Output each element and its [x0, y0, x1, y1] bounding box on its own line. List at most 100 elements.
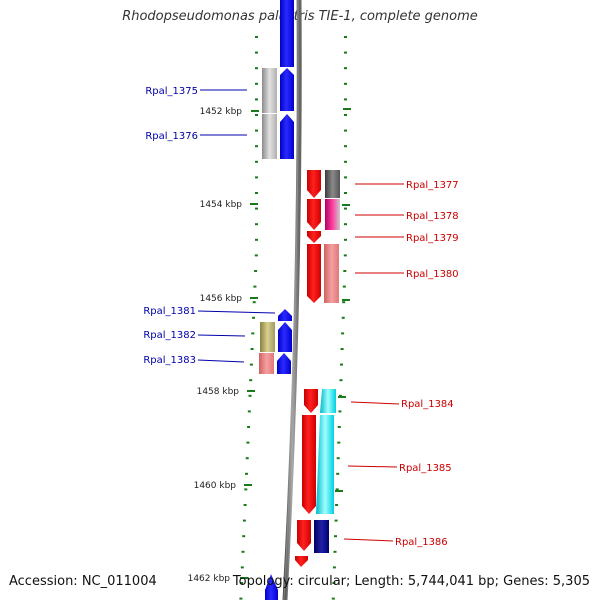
guide-dot: [255, 98, 258, 101]
guide-dot: [340, 363, 343, 366]
guide-dot: [250, 348, 254, 350]
guide-dot: [342, 301, 346, 304]
guide-dot: [255, 51, 258, 54]
guide-dot: [342, 285, 346, 288]
gene-arrow-rpal-1381[interactable]: [278, 309, 292, 321]
gene-label-rpal-1377[interactable]: Rpal_1377: [406, 180, 459, 191]
feature-block-rpal-1376: [262, 114, 277, 159]
guide-dot: [255, 129, 258, 132]
guide-dot: [344, 114, 347, 116]
guide-dot: [242, 519, 246, 522]
tick-marks: [240, 108, 351, 579]
gene-arrow-rpal-1377[interactable]: [307, 170, 321, 198]
guide-dot: [335, 488, 339, 491]
gene-label-rpal-1384[interactable]: Rpal_1384: [401, 399, 454, 410]
gene-arrow-partial[interactable]: [295, 556, 308, 567]
gene-label-rpal-1385[interactable]: Rpal_1385: [399, 463, 452, 474]
guide-dot: [255, 207, 258, 210]
tick-label: 1462 kbp: [188, 574, 231, 584]
gene-label-rpal-1378[interactable]: Rpal_1378: [406, 211, 459, 222]
guide-dot: [254, 270, 258, 272]
feature-block-rpal-1377: [325, 170, 340, 198]
gene-label-rpal-1376[interactable]: Rpal_1376: [145, 131, 198, 142]
guide-dot: [344, 129, 347, 132]
guide-dot: [344, 207, 347, 210]
gene-arrow-rpal-1375[interactable]: [280, 68, 294, 111]
gene-arrow-rpal-1386[interactable]: [297, 520, 311, 551]
feature-block-rpal-1380: [324, 244, 339, 303]
gene-arrow-rpal-1376[interactable]: [280, 114, 294, 159]
guide-dot: [332, 582, 336, 584]
gene-arrow-rpal-1382[interactable]: [278, 322, 292, 352]
guide-dot: [249, 379, 253, 382]
guide-dot: [251, 332, 255, 335]
right-dotted-guide: [331, 36, 347, 600]
gene-label-rpal-1382[interactable]: Rpal_1382: [143, 330, 196, 341]
guide-dot: [337, 441, 341, 444]
guide-dot: [255, 67, 258, 70]
feature-block-rpal-1383: [259, 353, 274, 374]
guide-dot: [344, 51, 347, 54]
guide-dot: [245, 457, 249, 460]
gene-arrow-rpal-1380[interactable]: [307, 244, 321, 303]
gene-arrow-top[interactable]: [280, 0, 294, 67]
guide-dot: [343, 270, 347, 272]
guide-dot: [240, 566, 244, 569]
guide-dot: [244, 488, 248, 491]
guide-dot: [336, 457, 340, 460]
guide-dot: [246, 441, 250, 444]
gene-label-rpal-1386[interactable]: Rpal_1386: [395, 537, 448, 548]
feature-block-rpal-1378: [325, 199, 340, 230]
guide-dot: [344, 67, 347, 70]
gene-arrow-bottom[interactable]: [265, 574, 278, 600]
feature-block-rpal-1385: [316, 415, 334, 514]
guide-dot: [344, 145, 347, 148]
guide-dot: [252, 316, 255, 319]
gene-label-rpal-1383[interactable]: Rpal_1383: [143, 355, 196, 366]
guide-dot: [245, 472, 248, 475]
tick-label: 1460 kbp: [194, 481, 237, 491]
gene-arrow-rpal-1384[interactable]: [304, 389, 318, 413]
gene-label-rpal-1381[interactable]: Rpal_1381: [143, 306, 196, 317]
guide-dot: [343, 254, 347, 257]
guide-dot: [341, 332, 345, 335]
guide-dot: [255, 160, 258, 163]
accession-label: Accession: NC_011004: [9, 574, 157, 589]
tick-label: 1452 kbp: [200, 107, 243, 117]
tick-label: 1456 kbp: [200, 294, 243, 304]
guide-dot: [334, 535, 337, 538]
guide-dot: [248, 394, 252, 397]
tick-labels: 1452 kbp 1454 kbp 1456 kbp 1458 kbp 1460…: [188, 107, 243, 584]
tick-label: 1454 kbp: [200, 200, 243, 210]
guide-dot: [252, 301, 256, 304]
gene-arrow-rpal-1383[interactable]: [277, 353, 291, 374]
guide-dot: [242, 535, 246, 538]
guide-dot: [254, 254, 258, 257]
guide-dot: [255, 145, 258, 148]
guide-dot: [339, 379, 343, 382]
guide-dot: [335, 504, 339, 506]
forward-features: [259, 68, 277, 374]
guide-dot: [338, 394, 342, 397]
gene-arrow-rpal-1378[interactable]: [307, 199, 321, 230]
gene-arrow-rpal-1385[interactable]: [302, 415, 316, 514]
guide-dot: [241, 550, 245, 553]
guide-dot: [255, 192, 258, 194]
gene-label-rpal-1379[interactable]: Rpal_1379: [406, 233, 459, 244]
reverse-gene-labels: Rpal_1377 Rpal_1378 Rpal_1379 Rpal_1380 …: [343, 180, 459, 548]
gene-label-rpal-1380[interactable]: Rpal_1380: [406, 269, 459, 280]
guide-dot: [255, 238, 258, 241]
guide-dot: [255, 36, 258, 38]
gene-arrow-rpal-1379[interactable]: [307, 231, 321, 243]
topology-label: Topology: circular; Length: 5,744,041 bp…: [232, 574, 590, 589]
guide-dot: [331, 597, 335, 600]
guide-dot: [344, 192, 347, 194]
gene-label-rpal-1375[interactable]: Rpal_1375: [145, 86, 198, 97]
guide-dot: [240, 582, 244, 584]
guide-dot: [255, 223, 258, 226]
reverse-genes: [295, 170, 321, 567]
guide-dot: [255, 114, 258, 116]
guide-dot: [344, 82, 347, 85]
guide-dot: [333, 550, 337, 553]
feature-block-rpal-1382: [260, 322, 275, 352]
